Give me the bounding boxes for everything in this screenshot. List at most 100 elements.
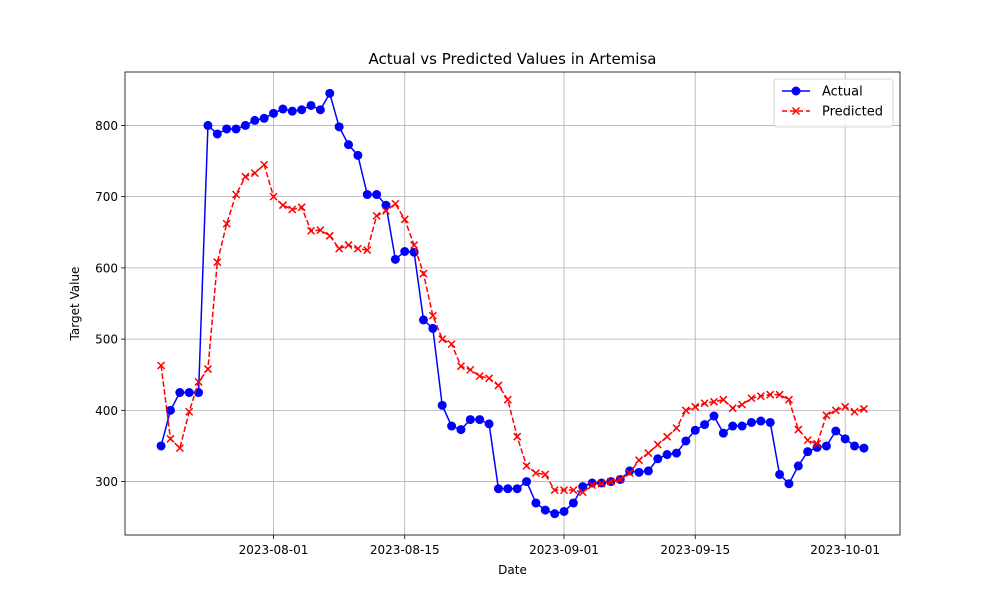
data-point-actual — [746, 417, 756, 427]
data-point-predicted — [775, 390, 784, 399]
data-point-predicted — [456, 362, 465, 371]
data-point-actual — [625, 466, 635, 476]
legend-actual-marker — [791, 86, 801, 96]
data-point-actual — [793, 461, 803, 471]
x-tick-label: 2023-08-15 — [370, 543, 440, 557]
data-point-actual — [231, 124, 241, 134]
data-point-predicted — [681, 406, 690, 415]
data-point-actual — [671, 448, 681, 458]
data-point-actual — [465, 415, 475, 425]
data-point-predicted — [691, 402, 700, 411]
data-point-predicted — [241, 172, 250, 181]
x-tick-label: 2023-08-01 — [239, 543, 309, 557]
y-tick-label: 400 — [95, 404, 118, 418]
data-point-predicted — [831, 406, 840, 415]
data-point-actual — [578, 482, 588, 492]
data-point-predicted — [485, 374, 494, 383]
data-point-predicted — [494, 381, 503, 390]
chart-title: Actual vs Predicted Values in Artemisa — [369, 50, 657, 68]
data-point-actual — [315, 105, 325, 115]
data-point-predicted — [541, 470, 550, 479]
data-point-predicted — [475, 372, 484, 381]
data-point-actual — [700, 420, 710, 430]
data-point-actual — [334, 122, 344, 132]
data-point-actual — [531, 498, 541, 508]
data-point-actual — [634, 467, 644, 477]
data-point-predicted — [606, 477, 615, 486]
data-point-predicted — [466, 365, 475, 374]
data-point-predicted — [663, 432, 672, 441]
data-point-actual — [803, 447, 813, 457]
data-point-predicted — [531, 468, 540, 478]
x-axis-ticks: 2023-08-01 2023-08-15 2023-09-01 2023-09-15… — [239, 535, 880, 557]
data-point-predicted — [747, 394, 756, 403]
legend-actual-label: Actual — [822, 85, 863, 100]
data-point-actual — [409, 247, 419, 257]
data-point-actual — [381, 200, 391, 210]
data-point-predicted — [766, 390, 775, 399]
data-point-predicted — [578, 488, 587, 497]
data-point-predicted — [728, 404, 737, 413]
data-point-predicted — [194, 377, 203, 386]
data-point-actual — [831, 426, 841, 436]
data-point-predicted — [269, 192, 278, 201]
data-point-predicted — [278, 201, 287, 210]
data-point-actual — [718, 428, 728, 438]
data-point-predicted — [850, 407, 859, 416]
data-point-predicted — [306, 226, 316, 235]
data-point-actual — [156, 441, 166, 451]
data-point-predicted — [588, 481, 597, 490]
data-point-actual — [175, 388, 185, 398]
data-point-predicted — [381, 206, 391, 215]
data-point-predicted — [157, 361, 166, 370]
data-point-predicted — [513, 432, 522, 441]
data-point-actual — [512, 484, 522, 494]
data-point-predicted — [344, 241, 353, 250]
data-point-predicted — [410, 241, 419, 250]
y-axis-label: Target Value — [68, 267, 82, 342]
data-point-predicted — [634, 456, 644, 465]
legend: Actual Predicted — [773, 78, 894, 128]
data-point-predicted — [438, 335, 447, 344]
data-point-predicted — [363, 246, 372, 255]
data-point-predicted — [391, 199, 400, 208]
data-point-actual — [784, 479, 794, 489]
data-point-actual — [850, 441, 860, 451]
data-point-actual — [297, 105, 307, 115]
x-tick-label: 2023-09-01 — [529, 543, 599, 557]
data-point-predicted — [400, 215, 409, 224]
data-point-actual — [325, 88, 335, 98]
data-point-predicted — [672, 424, 681, 433]
data-point-predicted — [250, 169, 259, 178]
data-point-actual — [165, 405, 175, 415]
data-point-predicted — [335, 244, 344, 253]
data-point-predicted — [353, 244, 362, 253]
data-point-actual — [522, 477, 532, 487]
data-point-predicted — [859, 404, 868, 413]
data-point-actual — [222, 124, 232, 134]
data-point-actual — [503, 484, 513, 494]
data-point-actual — [775, 469, 785, 479]
plot-frame — [124, 71, 901, 536]
data-point-predicted — [297, 203, 306, 212]
data-point-actual — [859, 443, 869, 453]
data-point-actual — [737, 421, 747, 431]
data-point-actual — [212, 129, 222, 139]
data-point-predicted — [653, 440, 662, 449]
data-point-predicted — [428, 311, 437, 320]
data-point-actual — [475, 415, 485, 425]
data-point-predicted — [700, 399, 709, 408]
data-point-predicted — [644, 449, 653, 458]
data-point-predicted — [625, 468, 634, 478]
x-tick-label: 2023-09-15 — [660, 543, 730, 557]
data-point-actual — [662, 450, 672, 460]
data-point-actual — [653, 454, 663, 464]
data-point-actual — [550, 509, 560, 519]
series-layer — [156, 88, 869, 519]
data-point-actual — [203, 120, 213, 130]
data-point-predicted — [841, 402, 850, 411]
data-point-predicted — [803, 436, 812, 445]
data-point-actual — [240, 120, 250, 130]
data-point-actual — [344, 140, 354, 150]
